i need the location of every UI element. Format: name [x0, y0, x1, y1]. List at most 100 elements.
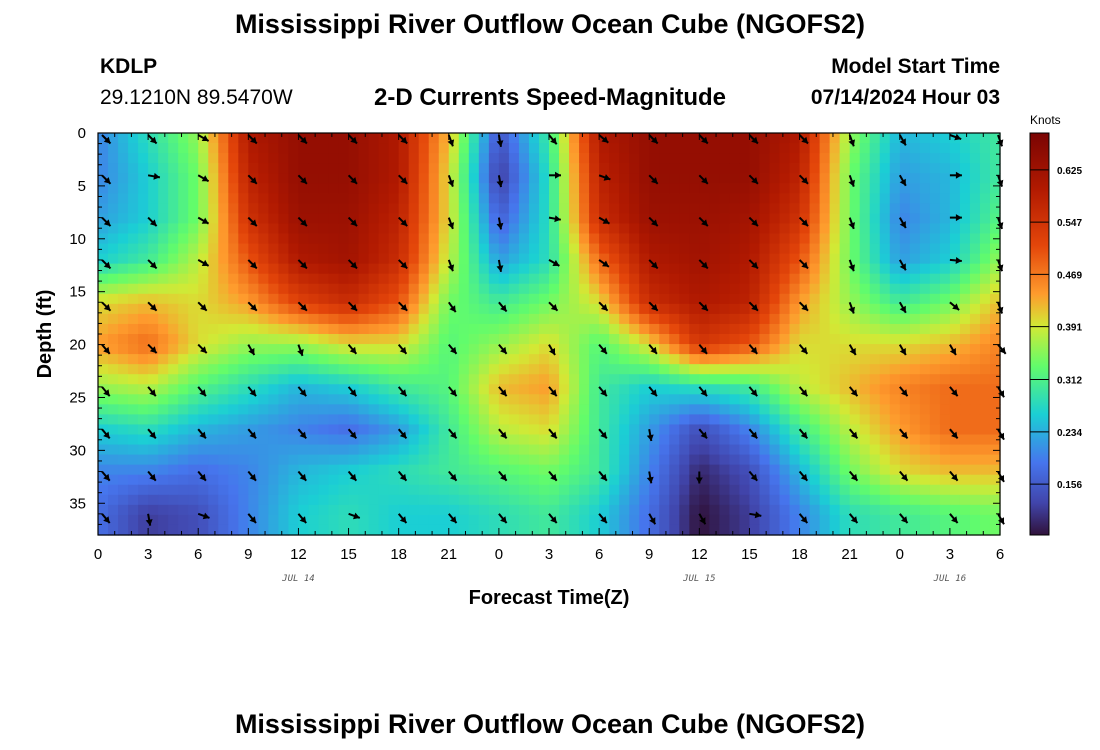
heatmap-cell: [108, 454, 119, 466]
heatmap-cell: [188, 163, 199, 174]
heatmap-cell: [318, 203, 330, 214]
heatmap-cell: [248, 143, 259, 154]
heatmap-cell: [929, 364, 941, 375]
current-vector: [297, 470, 307, 482]
heatmap-cell: [769, 303, 781, 315]
heatmap-cell: [188, 334, 199, 345]
heatmap-cell: [438, 323, 450, 335]
current-vector: [101, 134, 112, 145]
heatmap-cell: [759, 474, 771, 486]
heatmap-cell: [518, 183, 530, 194]
heatmap-cell: [989, 183, 1001, 194]
heatmap-cell: [729, 374, 741, 385]
heatmap-cell: [669, 494, 680, 506]
heatmap-cell: [589, 213, 600, 225]
heatmap-cell: [679, 454, 690, 466]
heatmap-cell: [108, 293, 119, 305]
heatmap-cell: [238, 193, 249, 204]
heatmap-cell: [298, 494, 310, 506]
heatmap-cell: [579, 514, 590, 526]
heatmap-cell: [528, 514, 540, 526]
heatmap-cell: [338, 273, 350, 285]
heatmap-cell: [739, 293, 751, 305]
heatmap-cell: [909, 293, 921, 305]
heatmap-cell: [498, 524, 510, 536]
heatmap-cell: [448, 494, 460, 506]
heatmap-cell: [549, 293, 560, 305]
heatmap-cell: [228, 163, 239, 174]
heatmap-cell: [839, 293, 851, 305]
heatmap-cell: [909, 344, 921, 355]
heatmap-cell: [869, 374, 881, 385]
heatmap-cell: [789, 193, 801, 204]
heatmap-cell: [498, 434, 510, 446]
heatmap-cell: [98, 293, 109, 305]
heatmap-cell: [909, 203, 921, 214]
heatmap-cell: [218, 384, 229, 395]
heatmap-cell: [779, 313, 791, 325]
heatmap-cell: [659, 173, 670, 184]
heatmap-cell: [779, 213, 791, 225]
heatmap-cell: [629, 323, 640, 335]
heatmap-cell: [528, 364, 540, 375]
heatmap-cell: [278, 313, 290, 325]
heatmap-cell: [869, 334, 881, 345]
heatmap-cell: [468, 364, 480, 375]
current-vector: [648, 134, 659, 145]
heatmap-cell: [689, 133, 700, 144]
heatmap-cell: [809, 303, 821, 315]
heatmap-cell: [518, 143, 530, 154]
heatmap-cell: [709, 494, 720, 506]
heatmap-cell: [148, 474, 159, 486]
heatmap-cell: [338, 313, 350, 325]
heatmap-cell: [118, 444, 129, 456]
heatmap-cell: [739, 414, 751, 426]
heatmap-cell: [619, 273, 630, 285]
heatmap-cell: [538, 143, 550, 154]
heatmap-cell: [849, 524, 861, 536]
heatmap-cell: [879, 233, 891, 245]
heatmap-cell: [508, 273, 520, 285]
heatmap-cell: [819, 334, 831, 345]
heatmap-cell: [709, 163, 720, 174]
heatmap-cell: [438, 414, 450, 426]
heatmap-cell: [819, 193, 831, 204]
heatmap-cell: [939, 193, 951, 204]
heatmap-cell: [689, 243, 700, 255]
heatmap-cell: [559, 424, 570, 436]
heatmap-cell: [829, 434, 841, 446]
heatmap-cell: [98, 173, 109, 184]
heatmap-cell: [218, 323, 229, 335]
heatmap-cell: [689, 364, 700, 375]
heatmap-cell: [388, 384, 400, 395]
heatmap-cell: [879, 464, 891, 476]
heatmap-cell: [929, 193, 941, 204]
current-vector: [448, 386, 458, 397]
heatmap-cell: [188, 354, 199, 365]
current-vector: [748, 134, 759, 145]
heatmap-cell: [889, 344, 901, 355]
heatmap-cell: [769, 213, 781, 225]
heatmap-cell: [218, 173, 229, 184]
heatmap-cell: [158, 384, 169, 395]
heatmap-cell: [288, 444, 300, 456]
heatmap-cell: [549, 223, 560, 235]
heatmap-cell: [118, 133, 129, 144]
current-vector: [598, 343, 608, 355]
heatmap-cell: [629, 283, 640, 295]
heatmap-cell: [238, 283, 249, 295]
current-vector: [748, 259, 759, 270]
heatmap-cell: [609, 213, 620, 225]
heatmap-cell: [909, 444, 921, 456]
heatmap-cell: [428, 143, 440, 154]
x-axis-label: Forecast Time(Z): [469, 587, 630, 609]
heatmap-cell: [639, 323, 650, 335]
heatmap-cell: [408, 323, 420, 335]
heatmap-cell: [98, 514, 109, 526]
current-vector: [748, 174, 759, 185]
heatmap-cell: [909, 193, 921, 204]
heatmap-cell: [989, 354, 1001, 365]
heatmap-cell: [829, 183, 841, 194]
heatmap-cell: [969, 173, 981, 184]
heatmap-cell: [639, 514, 650, 526]
